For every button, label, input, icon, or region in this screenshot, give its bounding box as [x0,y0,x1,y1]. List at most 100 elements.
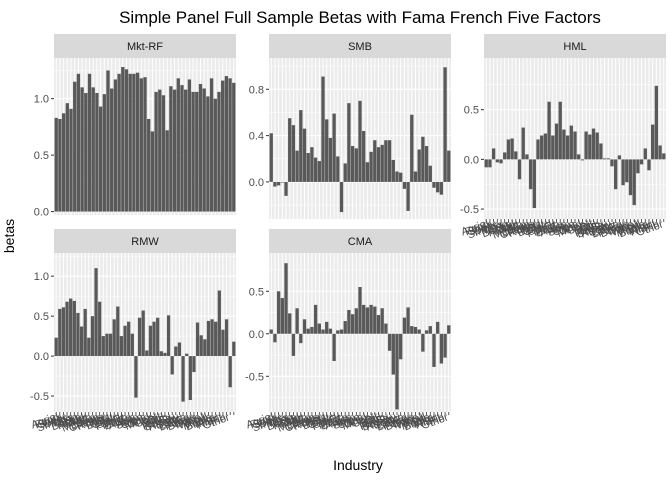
facet-strip-label: HML [563,41,586,53]
bar-mkt-rf-gold [150,131,155,212]
bar-cma-soda [276,291,281,334]
bar-rmw-other [228,356,232,388]
bar-hml-mach [558,101,562,160]
bar-cma-toys [288,313,292,334]
bar-hml-oil [591,128,596,160]
bar-smb-boxes [413,171,418,182]
bar-cma-mines [369,304,373,334]
bar-rmw-autos [134,356,138,398]
bar-mkt-rf-boxes [198,83,203,212]
bar-rmw-agric [54,337,58,357]
bar-mkt-rf-banks [217,91,221,212]
x-tick-label: Fin [643,219,661,236]
x-tick-label: Fin [209,412,227,429]
bar-mkt-rf-oil [161,95,166,212]
bar-rmw-ships [141,310,145,357]
bar-smb-banks [432,181,436,188]
bar-mkt-rf-ships [143,77,147,212]
bar-hml-elceq [562,129,566,160]
bar-smb-oil [376,147,381,182]
bar-mkt-rf-agric [54,117,58,212]
bar-cma-bussv [391,333,395,375]
bar-mkt-rf-drugs [98,106,103,212]
bar-hml-cnstr [547,101,551,160]
bar-smb-chips [402,181,407,189]
bar-hml-meals [643,148,647,160]
bar-rmw-toys [72,300,76,357]
bar-hml-txtls [540,135,544,160]
bar-rmw-rlest [221,329,225,357]
bar-smb-paper [410,114,414,182]
bar-mkt-rf-paper [195,91,199,212]
y-tick-label: -0.5 [30,391,49,403]
y-tick-label: 1.0 [34,271,49,283]
bar-cma-drugs [313,304,318,334]
bar-mkt-rf-elceq [132,73,136,212]
facet-strip-label: Mkt-RF [127,41,163,53]
bar-hml-guns [577,154,581,160]
bar-smb-aero [354,148,358,182]
bar-cma-gold [365,307,370,334]
bar-hml-beer [495,159,499,163]
facet-panels: Mkt-RF 0.0 0.5 1.0 SMB 0.0 0.4 0.8 HML -0.5 0.0 0.5… [30,34,666,435]
bar-rmw-chems [101,336,105,357]
bar-smb-rubbr [321,76,325,182]
x-tick-label: Util [147,412,166,429]
bar-smb-fin [443,67,447,182]
bar-smb-util [380,144,384,182]
bar-cma-meals [428,326,432,334]
facet-strip [269,229,451,253]
bar-rmw-guns [145,350,149,357]
bar-rmw-elceq [130,333,134,357]
bar-rmw-rubbr [105,333,109,357]
bar-smb-meals [428,165,432,182]
bar-cma-clths [302,319,307,334]
bar-cma-smoke [284,263,288,334]
y-tick-label: 0.0 [464,154,479,166]
bar-mkt-rf-hshld [84,93,88,212]
bar-smb-agric [269,133,273,182]
bar-hml-drugs [528,159,533,190]
bar-hml-telcm [599,143,603,160]
bar-hml-paper [625,159,629,183]
facet-strip [54,34,236,58]
bar-rmw-telcm [166,315,171,357]
bar-rmw-oil [159,351,163,357]
bar-cma-mach [343,321,347,334]
bar-smb-chems [317,161,321,182]
bar-rmw-hlth [90,316,95,357]
bar-rmw-soda [61,307,66,357]
bar-cma-fin [443,333,447,358]
bar-smb-guns [362,130,366,182]
y-tick-label: 0.5 [34,150,49,162]
bar-smb-fun [291,125,296,182]
y-tick-label: 1.0 [34,94,49,106]
facet-strip [269,34,451,58]
bar-hml-rubbr [536,139,540,160]
bar-hml-hlth [521,127,525,160]
bar-mkt-rf-trans [202,88,206,212]
panel-mkt-rf: Mkt-RF 0.0 0.5 1.0 [34,34,236,219]
bar-cma-oil [376,315,381,334]
bar-mkt-rf-food [58,118,62,212]
bar-smb-beer [280,181,284,183]
bar-rmw-fun [76,312,80,357]
bar-smb-bldmt [328,137,333,182]
bar-smb-txtls [325,119,329,182]
x-tick-label: Util [579,219,598,236]
bar-hml-medeq [525,154,529,160]
bar-smb-mines [369,151,373,182]
bar-mkt-rf-whlsl [206,96,210,212]
bar-hml-banks [647,159,651,171]
bar-smb-drugs [313,157,318,182]
bar-cma-trans [417,329,421,334]
bar-cma-whlsl [421,333,425,352]
bar-mkt-rf-cnstr [117,73,121,212]
y-tick-label: 0.0 [34,351,49,363]
bar-cma-agric [269,329,273,334]
bar-hml-fun [506,139,511,160]
bar-mkt-rf-bldmt [113,79,118,212]
bar-rmw-paper [192,356,196,373]
bar-hml-other [662,153,666,160]
